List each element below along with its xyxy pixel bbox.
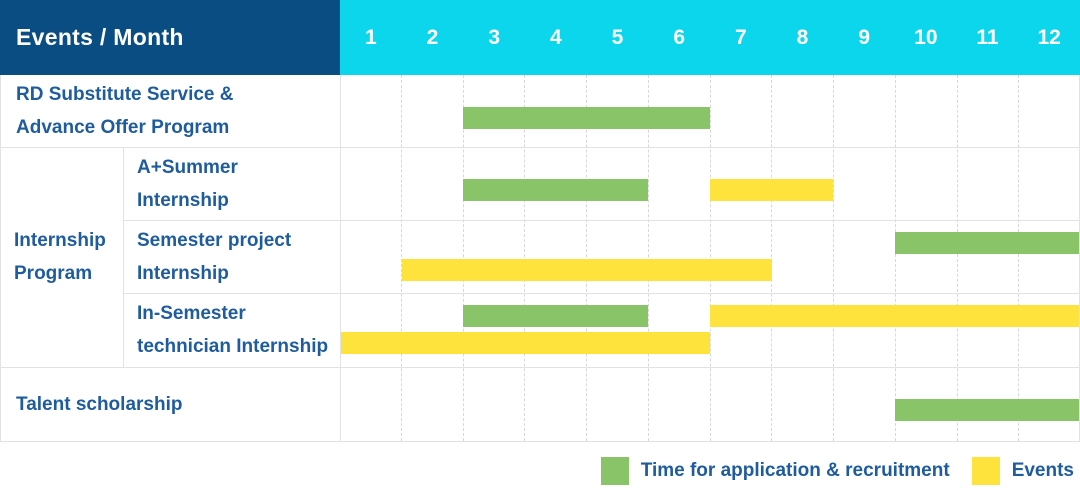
month-column-3 [464,75,526,441]
month-label-3: 3 [488,25,500,49]
bar-events-row3-1 [710,305,1080,327]
legend-item-events: Events [971,457,1074,485]
row-label-line-3-0: In-Semester [137,303,246,324]
month-column-5 [587,75,649,441]
month-label-7: 7 [734,25,747,49]
month-label-5: 5 [611,25,624,49]
legend-item-application: Time for application & recruitment [600,457,950,485]
row-label-line-1-1: Internship [137,189,229,211]
legend: Time for application & recruitment Event… [0,448,1074,494]
month-column-2 [402,75,464,441]
month-column-11 [958,75,1020,441]
month-label-10: 10 [914,25,938,49]
month-label-8: 8 [796,25,809,49]
row-label-0: RD Substitute Service & Advance Offer Pro… [0,75,340,147]
yellow-swatch-icon [971,457,1000,485]
month-header-row: 1 2 3 4 5 6 7 8 9 10 11 12 [340,0,1080,75]
month-label-6: 6 [673,25,685,49]
row-label-2: Semester project Internship [124,220,340,293]
month-label-12: 12 [1037,25,1061,49]
month-column-12 [1019,75,1080,441]
table-left-border [0,75,1,441]
row-label-line-0-1: Advance Offer Program [16,117,230,138]
month-grid [340,75,1080,441]
month-label-9: 9 [858,25,870,49]
bar-application-row3-0 [463,305,649,327]
bar-events-row3-2 [340,332,710,354]
label-grid-divider [340,75,341,441]
month-column-10 [896,75,958,441]
table-bottom-border [0,441,1080,442]
events-month-header-cell: Events / Month [0,0,340,75]
month-label-1: 1 [364,25,377,49]
row-label-3: In-Semester technician Internship [124,293,340,367]
row-separator-3 [124,293,1080,294]
row-separator-4 [0,367,1080,368]
row-label-line-1-0: A+Summer [137,156,238,178]
row-label-line-3-1: technician Internship [137,336,329,357]
events-month-label: Events / Month [16,24,184,50]
green-swatch-icon [600,457,629,485]
month-column-6 [649,75,711,441]
month-column-4 [525,75,587,441]
bar-application-row1-0 [463,179,649,201]
row-label-line-2-1: Internship [137,262,229,284]
month-column-1 [340,75,402,441]
row-separator-2 [124,220,1080,221]
month-label-2: 2 [426,25,439,49]
month-column-9 [834,75,896,441]
group-label-line-1: Program [14,263,93,284]
row-label-line-0-0: RD Substitute Service & [16,84,234,105]
month-column-7 [711,75,773,441]
bar-application-row4-0 [895,399,1080,421]
month-column-8 [772,75,834,441]
bar-application-row0-0 [463,107,710,129]
month-label-11: 11 [976,25,999,49]
legend-label-events: Events [1011,460,1074,481]
bar-application-row2-0 [895,232,1080,254]
group-cell-internship-program: Internship Program [0,147,124,367]
row-label-line-4-0: Talent scholarship [16,394,183,415]
legend-label-application: Time for application & recruitment [640,460,950,481]
row-label-1: A+Summer Internship [124,147,340,220]
bar-events-row2-1 [401,259,772,281]
month-label-4: 4 [549,25,562,49]
bar-events-row1-1 [710,179,834,201]
row-separator-1 [0,147,1080,148]
row-label-4: Talent scholarship [0,367,340,442]
row-label-line-2-0: Semester project [137,229,292,251]
group-label-line-0: Internship [14,230,106,251]
